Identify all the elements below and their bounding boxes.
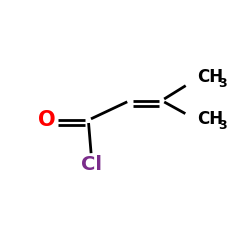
- Text: CH: CH: [197, 110, 223, 128]
- Text: O: O: [38, 110, 56, 130]
- Text: CH: CH: [197, 68, 223, 86]
- Text: Cl: Cl: [82, 154, 102, 174]
- Text: 3: 3: [218, 119, 226, 132]
- Text: 3: 3: [218, 78, 226, 90]
